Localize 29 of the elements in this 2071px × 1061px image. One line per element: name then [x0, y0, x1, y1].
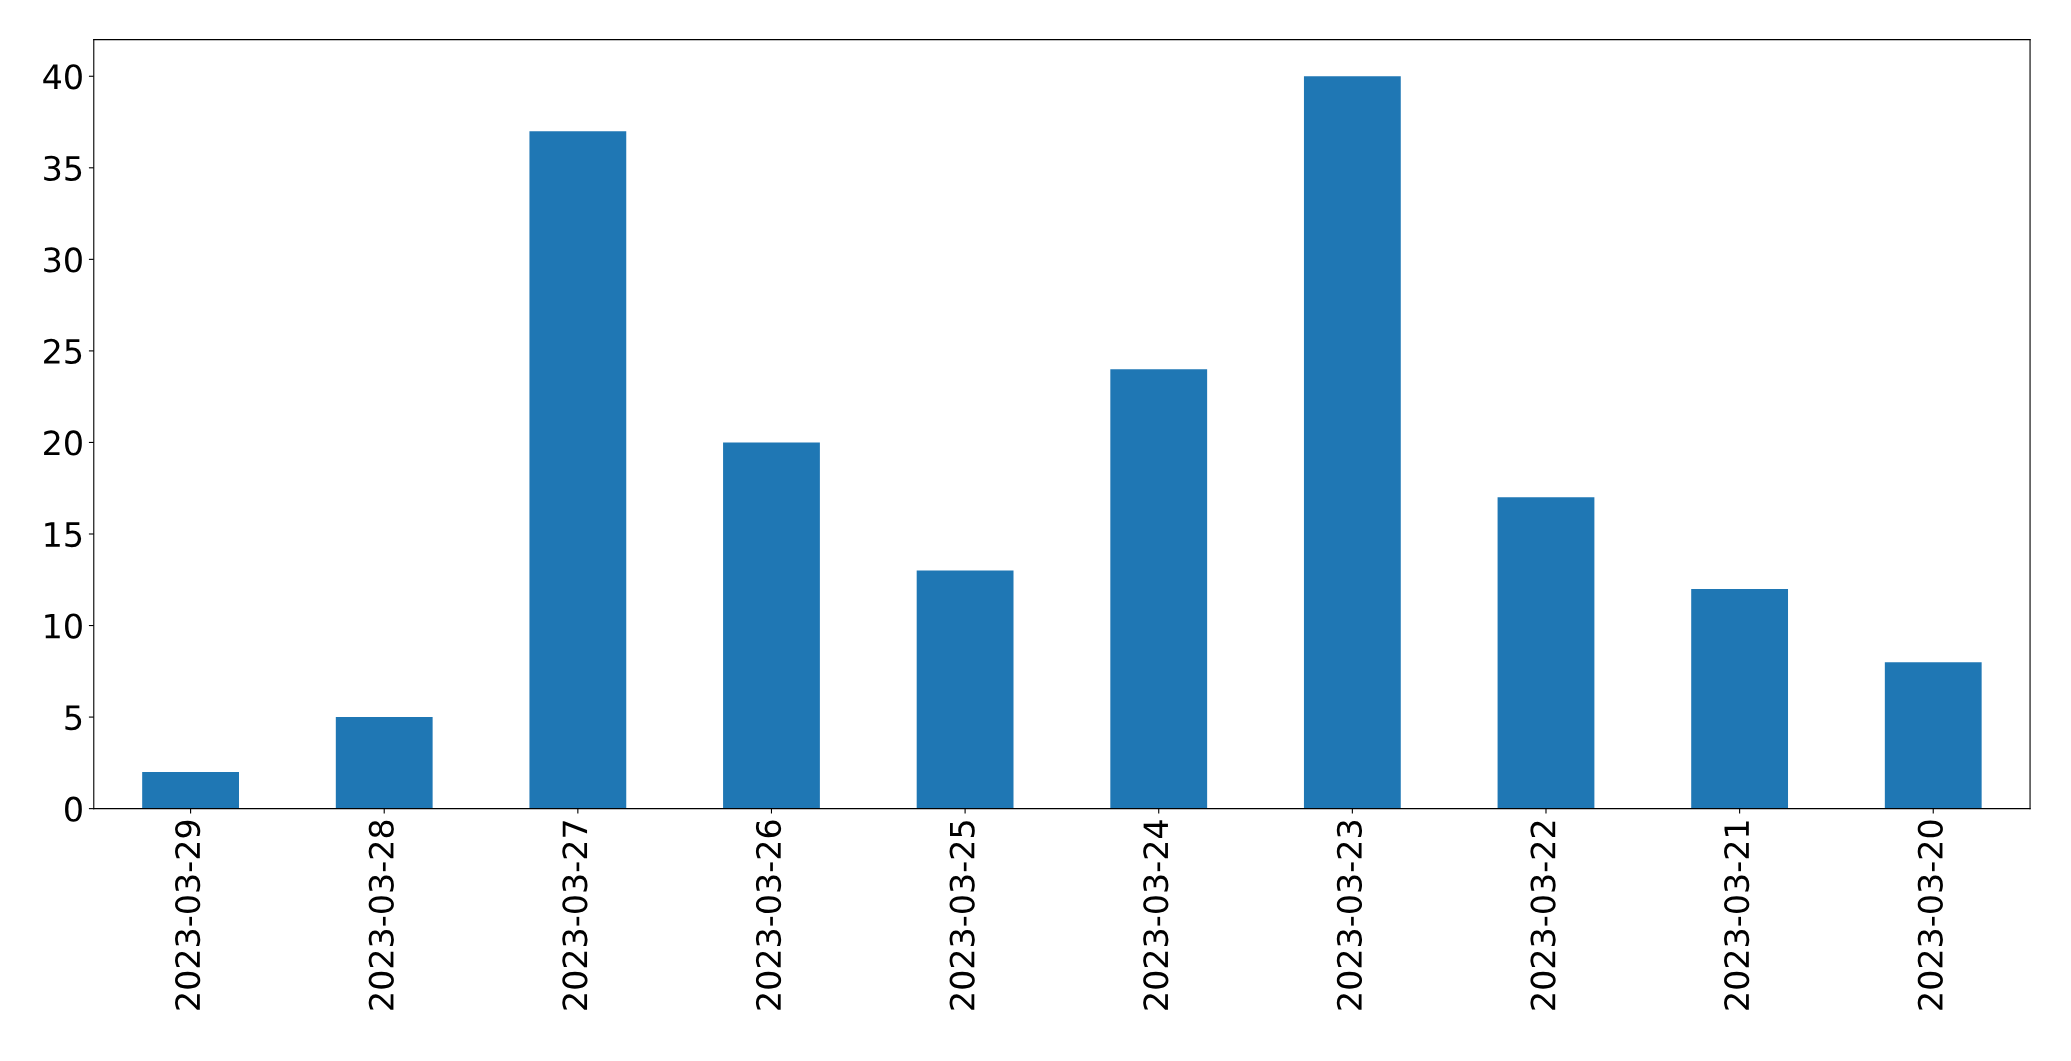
y-tick-label: 0	[65, 796, 82, 822]
y-tick-label: 25	[44, 338, 82, 365]
bar	[335, 717, 433, 809]
y-tick-label: 40	[43, 64, 82, 90]
x-tick-label: 2023-03-27	[562, 821, 588, 1010]
x-tick-label: 2023-03-24	[1143, 820, 1169, 1010]
bar	[916, 570, 1014, 809]
x-tick-label: 2023-03-25	[949, 821, 975, 1010]
y-tick-label: 35	[44, 155, 82, 181]
bar	[1691, 588, 1789, 809]
bar	[1497, 497, 1595, 809]
bar	[1884, 662, 1982, 809]
x-tick-label: 2023-03-22	[1530, 821, 1556, 1010]
x-tick-label: 2023-03-21	[1724, 821, 1750, 1010]
bar	[142, 772, 239, 809]
y-tick-label: 10	[45, 613, 82, 639]
bar	[529, 131, 627, 809]
x-tick-label: 2023-03-29	[175, 820, 201, 1010]
y-tick-label: 5	[65, 705, 82, 731]
bar	[1303, 76, 1401, 809]
y-tick-label: 30	[44, 247, 82, 273]
bar	[723, 442, 820, 809]
x-tick-label: 2023-03-26	[755, 820, 782, 1010]
x-tick-label: 2023-03-20	[1917, 820, 1943, 1010]
x-tick-label: 2023-03-23	[1336, 821, 1363, 1010]
y-tick-label: 20	[44, 430, 82, 456]
x-tick-label: 2023-03-28	[368, 820, 394, 1010]
y-tick-label: 15	[45, 522, 82, 548]
bar	[1110, 369, 1208, 809]
